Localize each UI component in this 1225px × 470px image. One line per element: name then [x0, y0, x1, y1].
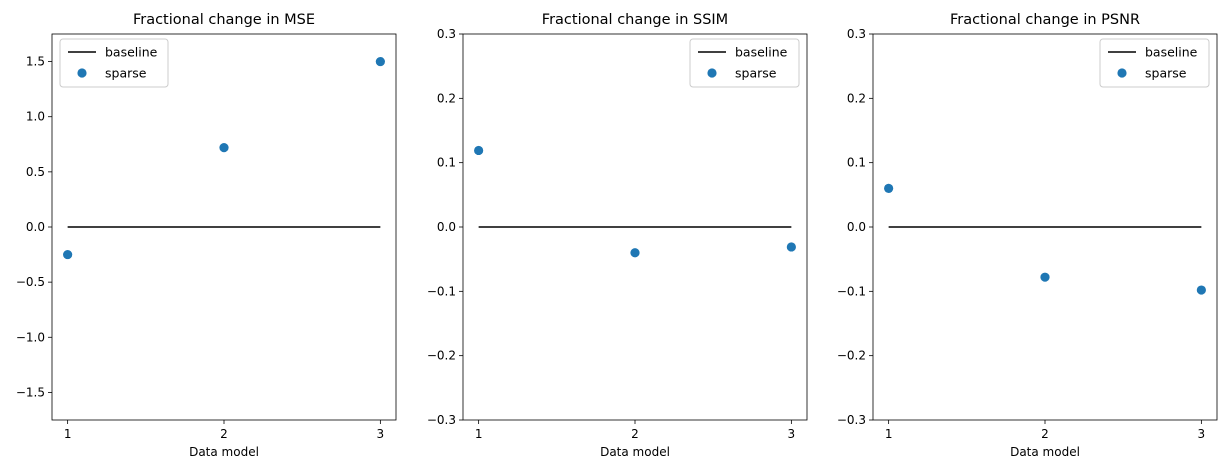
- legend-label: sparse: [735, 66, 777, 81]
- x-tick-label: 2: [1041, 427, 1049, 441]
- x-tick-label: 2: [220, 427, 228, 441]
- x-tick-label: 1: [64, 427, 72, 441]
- legend-marker-swatch: [77, 68, 87, 78]
- data-point-sparse: [786, 242, 796, 252]
- legend-marker-swatch: [1117, 68, 1127, 78]
- x-tick-label: 2: [631, 427, 639, 441]
- plot-frame: [462, 33, 808, 421]
- data-point-sparse: [630, 248, 640, 258]
- y-tick-label: −0.2: [837, 349, 866, 363]
- legend-marker-swatch: [707, 68, 717, 78]
- x-tick-label: 3: [1198, 427, 1206, 441]
- y-tick-label: 0.2: [847, 91, 866, 105]
- y-tick-label: 0.0: [847, 220, 866, 234]
- y-tick-label: −0.5: [16, 275, 45, 289]
- chart-title: Fractional change in PSNR: [950, 12, 1140, 28]
- legend-label: baseline: [1145, 45, 1198, 60]
- y-tick-label: 0.3: [437, 27, 456, 41]
- y-tick-label: 0.0: [437, 220, 456, 234]
- x-tick-label: 3: [788, 427, 796, 441]
- chart-title: Fractional change in MSE: [133, 12, 315, 28]
- x-axis-label: Data model: [189, 445, 259, 459]
- x-tick-label: 1: [885, 427, 893, 441]
- y-tick-label: −0.1: [427, 284, 456, 298]
- legend-label: sparse: [1145, 66, 1187, 81]
- data-point-sparse: [884, 183, 894, 193]
- y-tick-label: 0.2: [437, 91, 456, 105]
- y-tick-label: −0.2: [427, 349, 456, 363]
- legend: baseline sparse: [1099, 38, 1210, 88]
- y-tick-label: 1.0: [26, 110, 45, 124]
- y-tick-label: 0.5: [26, 165, 45, 179]
- y-tick-label: −0.1: [837, 284, 866, 298]
- data-point-sparse: [474, 145, 484, 156]
- legend-box: [1099, 38, 1210, 88]
- chart-title: Fractional change in SSIM: [542, 12, 728, 28]
- subplot-mse: Fractional change in MSE −1.5 −1.0 −0.5 0.0 0…: [16, 12, 397, 459]
- legend-box: [689, 38, 800, 88]
- data-point-sparse: [63, 249, 73, 260]
- data-point-sparse: [1196, 285, 1206, 295]
- y-tick-label: −1.0: [16, 330, 45, 344]
- plot-frame: [872, 33, 1218, 421]
- y-tick-label: 1.5: [26, 55, 45, 69]
- x-tick-label: 3: [377, 427, 385, 441]
- plot-frame: [51, 33, 397, 421]
- subplot-psnr: Fractional change in PSNR −0.3 −0.2 −0.1 0.0…: [837, 12, 1218, 459]
- x-axis-label: Data model: [1010, 445, 1080, 459]
- x-tick-label: 1: [475, 427, 483, 441]
- y-tick-label: −0.3: [427, 413, 456, 427]
- legend-label: baseline: [105, 45, 158, 60]
- y-tick-label: 0.1: [847, 156, 866, 170]
- legend: baseline sparse: [59, 38, 169, 88]
- x-axis-label: Data model: [600, 445, 670, 459]
- y-tick-label: 0.3: [847, 27, 866, 41]
- y-tick-label: 0.1: [437, 156, 456, 170]
- y-tick-label: −1.5: [16, 385, 45, 399]
- data-point-sparse: [219, 142, 229, 153]
- y-tick-label: 0.0: [26, 220, 45, 234]
- data-point-sparse: [1040, 272, 1050, 282]
- legend-label: baseline: [735, 45, 788, 60]
- data-point-sparse: [375, 56, 385, 67]
- y-tick-label: −0.3: [837, 413, 866, 427]
- legend: baseline sparse: [689, 38, 800, 88]
- subplot-ssim: Fractional change in SSIM −0.3 −0.2 −0.1 0.0…: [427, 12, 808, 459]
- legend-label: sparse: [105, 66, 147, 81]
- legend-box: [59, 38, 169, 88]
